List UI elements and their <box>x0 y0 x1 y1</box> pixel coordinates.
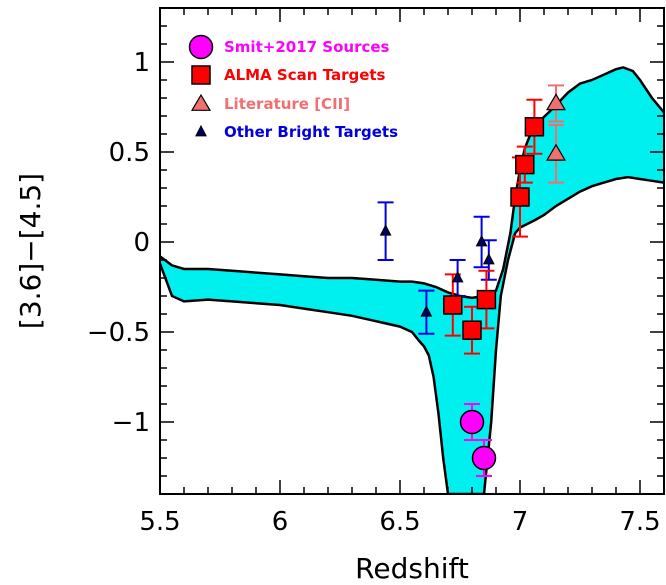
legend-marker-3 <box>195 124 207 137</box>
legend-label-3: Other Bright Targets <box>224 123 398 141</box>
plot-area: 5.5 6 6.5 7 7.5 −1 −0.5 0 0.5 1 Smit+2017 Sources A… <box>87 7 665 537</box>
point-2-1 <box>545 143 567 161</box>
axes-frame <box>159 7 665 495</box>
point-3-1 <box>420 305 433 317</box>
x-tick-label: 6.5 <box>379 507 420 537</box>
legend-marker-1 <box>191 65 211 85</box>
point-1-5 <box>524 117 545 137</box>
point-3-2 <box>451 270 464 283</box>
point-3-3 <box>475 234 488 247</box>
legend-marker-0 <box>188 34 214 60</box>
point-1-4 <box>515 154 535 175</box>
x-tick-label: 7 <box>512 507 529 537</box>
legend-label-1: ALMA Scan Targets <box>224 66 386 84</box>
x-tick-label: 6 <box>272 507 289 537</box>
legend-label-0: Smit+2017 Sources <box>224 38 390 56</box>
point-0-1 <box>471 445 497 471</box>
y-tick-label: −0.5 <box>87 318 150 348</box>
legend: Smit+2017 Sources ALMA Scan Targets Litera… <box>188 34 398 141</box>
point-0-0 <box>459 409 485 435</box>
x-axis-title: Redshift <box>355 552 469 585</box>
point-1-3 <box>510 187 530 207</box>
y-tick-label: 0.5 <box>109 138 150 168</box>
y-tick-label: 0 <box>133 228 150 258</box>
point-1-2 <box>476 289 497 310</box>
plot-content <box>160 66 664 494</box>
point-3-0 <box>379 224 392 236</box>
y-axis-title: [3.6]−[4.5] <box>14 173 47 329</box>
legend-label-2: Literature [CII] <box>224 95 350 113</box>
y-tick-label: −1 <box>112 408 150 438</box>
model-band <box>160 67 664 494</box>
legend-marker-2 <box>190 93 212 111</box>
x-tick-label: 5.5 <box>139 507 180 537</box>
point-3-4 <box>482 252 495 265</box>
x-tick-label: 7.5 <box>619 507 660 537</box>
point-1-0 <box>443 295 463 315</box>
y-tick-label: 1 <box>133 48 150 78</box>
band-lower-edge <box>160 175 664 494</box>
point-1-1 <box>462 320 482 340</box>
point-2-0 <box>545 93 567 111</box>
